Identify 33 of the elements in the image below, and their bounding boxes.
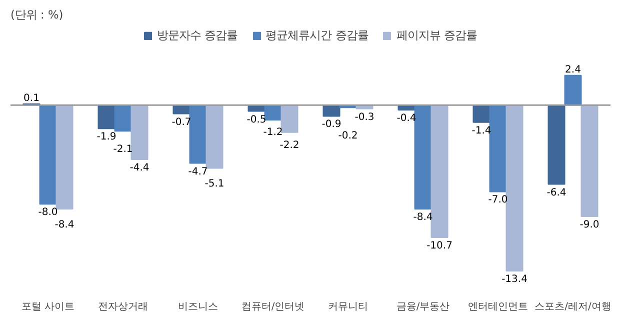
data-label: -2.1 [113, 144, 133, 155]
x-tick-label: 엔터테인먼트 [468, 302, 528, 312]
x-tick-label: 컴퓨터/인터넷 [241, 302, 305, 312]
data-label: -6.4 [546, 187, 566, 198]
data-label: -1.2 [263, 127, 283, 138]
x-tick-label: 전자상거래 [98, 302, 148, 312]
legend-label: 평균체류시간 증감률 [266, 28, 368, 43]
x-tick-label: 포털 사이트 [21, 302, 75, 312]
x-tick-label: 금융/부동산 [396, 302, 450, 312]
data-label: -9.0 [580, 219, 600, 230]
data-label: -13.4 [502, 274, 528, 285]
data-label: -0.5 [246, 114, 266, 126]
data-label: -8.4 [54, 220, 74, 231]
data-label: -1.9 [96, 132, 116, 143]
data-label: -0.9 [322, 119, 342, 130]
data-label: -0.3 [354, 112, 374, 123]
data-label: -7.0 [488, 194, 508, 206]
legend-label: 페이지뷰 증감률 [396, 28, 477, 43]
data-label: 0.1 [24, 92, 40, 104]
x-tick-label: 커뮤니티 [328, 302, 368, 312]
data-label: -8.0 [38, 207, 58, 218]
data-label: -5.1 [204, 178, 224, 190]
data-label: -4.4 [130, 162, 150, 174]
data-label: -0.2 [338, 130, 358, 142]
data-label: -2.2 [280, 140, 300, 152]
text: (단위 : %) [10, 8, 64, 22]
x-tick-label: 비즈니스 [178, 302, 218, 312]
data-label: -10.7 [426, 240, 452, 252]
x-tick-label: 스포츠/레저/여행 [534, 302, 612, 312]
legend-label: 방문자수 증감률 [157, 28, 238, 43]
data-label: -4.7 [188, 166, 208, 178]
data-label: -8.4 [413, 212, 433, 224]
data-label: 2.4 [565, 64, 581, 76]
